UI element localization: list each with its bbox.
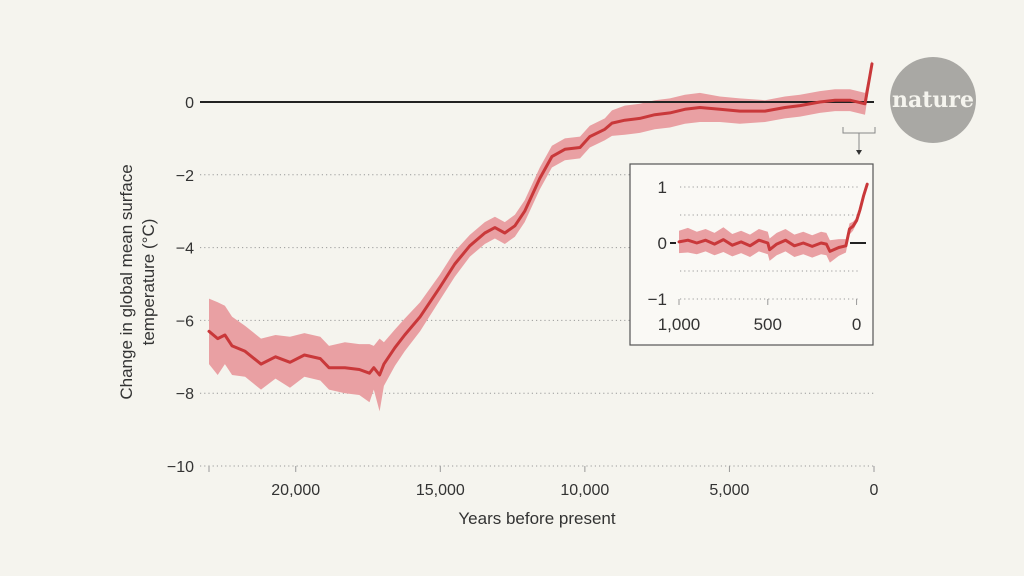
y-tick-label: −2 <box>176 168 194 185</box>
main-series-line <box>207 62 874 377</box>
inset-series-line <box>677 182 869 253</box>
y-tick-label: −8 <box>176 386 194 403</box>
x-tick-label: 5,000 <box>709 482 749 499</box>
series-line <box>207 62 874 377</box>
x-axis-title: Years before present <box>458 509 615 528</box>
x-tick-label: 500 <box>754 315 782 334</box>
y-tick-label: −1 <box>648 290 667 309</box>
x-tick-label: 0 <box>852 315 861 334</box>
y-tick-label: −6 <box>176 313 194 330</box>
y-axis-title-line-2: temperature (°C) <box>139 219 158 346</box>
main-uncertainty-band <box>209 60 872 412</box>
y-tick-label: −10 <box>167 459 194 476</box>
arrow-down-icon <box>856 150 862 155</box>
y-tick-label: 0 <box>185 95 194 112</box>
y-axis-title: Change in global mean surface temperatur… <box>117 164 158 399</box>
y-tick-label: 1 <box>658 178 667 197</box>
main-x-ticks: 20,000 15,000 10,000 5,000 0 <box>208 466 879 499</box>
x-tick-label: 0 <box>870 482 879 499</box>
nature-logo: nature <box>890 57 976 143</box>
y-tick-label: −4 <box>176 241 194 258</box>
x-tick-label: 15,000 <box>416 482 465 499</box>
logo-circle <box>890 57 976 143</box>
x-tick-label: 1,000 <box>658 315 701 334</box>
series-line <box>677 182 869 253</box>
logo-text: nature <box>892 87 974 113</box>
y-tick-label: 0 <box>658 234 667 253</box>
inset-y-tick-labels: 1 0 −1 <box>648 178 667 309</box>
inset-gridlines <box>680 186 858 300</box>
inset-bracket <box>842 127 876 155</box>
main-y-tick-labels: 0 −2 −4 −6 −8 −10 <box>167 95 194 476</box>
x-tick-label: 10,000 <box>560 482 609 499</box>
uncertainty-band <box>209 60 872 412</box>
inset-chart: 1 0 −1 1,000 500 0 <box>629 163 874 346</box>
y-axis-title-line-1: Change in global mean surface <box>117 164 136 399</box>
x-tick-label: 20,000 <box>271 482 320 499</box>
inset-x-ticks: 1,000 500 0 <box>658 299 861 334</box>
